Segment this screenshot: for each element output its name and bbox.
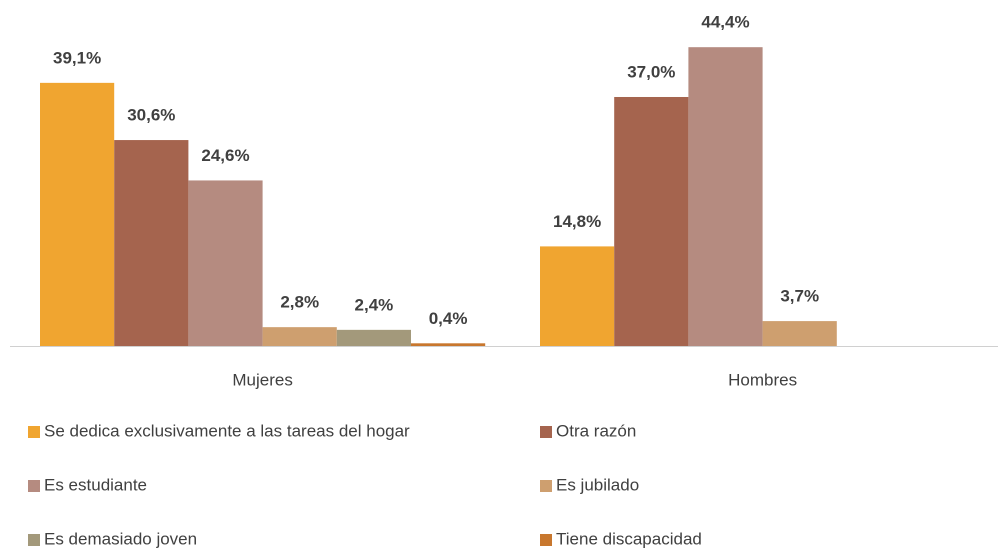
bar — [688, 47, 763, 347]
legend-label: Otra razón — [556, 421, 636, 440]
legend-swatch — [540, 480, 552, 492]
x-tick-label: Mujeres — [232, 370, 292, 389]
value-label: 0,4% — [429, 309, 468, 328]
value-label: 14,8% — [553, 212, 601, 231]
bar — [40, 82, 115, 347]
value-label: 24,6% — [201, 146, 249, 165]
legend-swatch — [540, 534, 552, 546]
legend-swatch — [28, 426, 40, 438]
bar — [262, 327, 337, 346]
bar — [540, 246, 615, 346]
value-label: 3,7% — [780, 287, 819, 306]
bar — [762, 321, 837, 346]
legend-label: Tiene discapacidad — [556, 529, 702, 548]
value-label: 30,6% — [127, 106, 175, 125]
legend-swatch — [28, 534, 40, 546]
bar — [411, 343, 486, 346]
value-label: 2,8% — [280, 293, 319, 312]
value-label: 44,4% — [701, 13, 749, 32]
legend-label: Se dedica exclusivamente a las tareas de… — [44, 421, 410, 440]
legend-label: Es jubilado — [556, 475, 639, 494]
legend-label: Es estudiante — [44, 475, 147, 494]
legend-label: Es demasiado joven — [44, 529, 197, 548]
bar — [114, 140, 189, 346]
legend-swatch — [540, 426, 552, 438]
bar — [336, 329, 411, 346]
x-tick-label: Hombres — [728, 370, 797, 389]
value-label: 39,1% — [53, 48, 101, 67]
value-label: 37,0% — [627, 62, 675, 81]
bar — [614, 96, 689, 347]
value-label: 2,4% — [355, 295, 394, 314]
bar — [188, 180, 263, 346]
legend-swatch — [28, 480, 40, 492]
